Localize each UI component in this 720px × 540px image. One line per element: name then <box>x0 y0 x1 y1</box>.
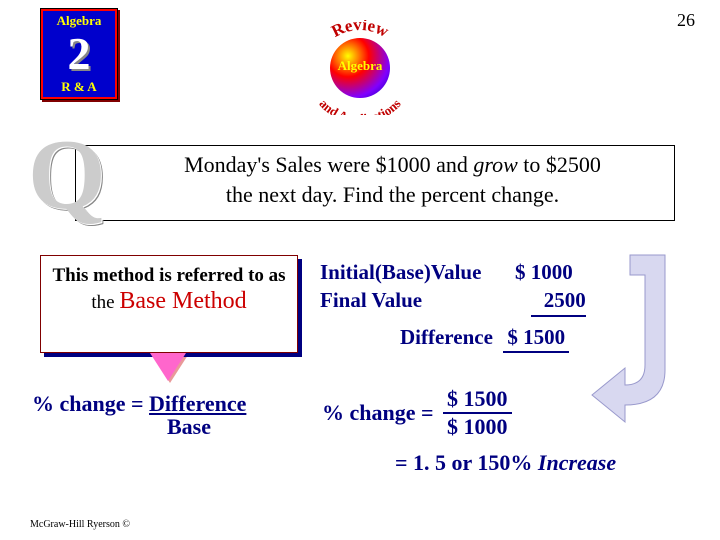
question-text: Monday's Sales were $1000 and grow to $2… <box>115 150 670 209</box>
svg-text:and Applications: and Applications <box>316 96 403 115</box>
method-line1: This method is referred to as <box>41 264 297 288</box>
diff-val: $ 1500 <box>503 323 569 353</box>
curved-arrow-icon <box>590 250 680 430</box>
bottom-arc-text: and Applications <box>316 96 403 115</box>
page-number: 26 <box>677 10 695 31</box>
formula-bot: Base <box>167 414 211 439</box>
q-line1b: to $2500 <box>518 152 601 177</box>
base-method-em: Base Method <box>119 288 246 314</box>
formula-right-frac: $ 1500 $ 1000 <box>443 386 512 440</box>
q-line1a: Monday's Sales were $1000 and <box>184 152 473 177</box>
formula-right-top: $ 1500 <box>443 386 512 414</box>
initial-label: Initial(Base)Value <box>320 258 515 286</box>
copyright: McGraw-Hill Ryerson © <box>30 519 130 530</box>
final-label: Final Value <box>320 286 515 316</box>
method-box: This method is referred to as the Base M… <box>40 255 298 353</box>
logo-big-2: 2 <box>68 33 91 74</box>
final-row: Final Value 2500 <box>320 286 595 316</box>
big-q-icon: Q <box>28 125 106 225</box>
result-increase: Increase <box>538 450 616 475</box>
formula-top: Difference <box>149 391 246 416</box>
method-line2: the Base Method <box>41 288 297 315</box>
review-applications-badge: Review and Applications Algebra <box>300 20 420 115</box>
formula-right-lhs: % change = <box>322 400 434 426</box>
diff-row: Difference $ 1500 <box>400 323 595 353</box>
initial-val: $ 1000 <box>515 258 595 286</box>
final-val: 2500 <box>515 286 595 316</box>
final-val-text: 2500 <box>531 286 586 316</box>
initial-row: Initial(Base)Value $ 1000 <box>320 258 595 286</box>
logo-footer: R & A <box>61 79 96 95</box>
result-eq: = 1. 5 or 150% <box>395 450 538 475</box>
review-center-label: Algebra <box>300 58 420 74</box>
arrow-down-icon <box>150 353 186 381</box>
q-line2: the next day. Find the percent change. <box>226 182 559 207</box>
formula-right-bot: $ 1000 <box>443 414 512 440</box>
formula-left: % change = Difference Base <box>32 392 246 438</box>
formula-lhs: % change = <box>32 391 149 416</box>
logo-inner: Algebra 2 R & A <box>43 11 115 97</box>
logo-title: Algebra <box>57 13 102 29</box>
algebra-logo: Algebra 2 R & A <box>40 8 118 100</box>
result-line: = 1. 5 or 150% Increase <box>395 450 616 476</box>
method-prefix: the <box>91 292 119 313</box>
diff-label: Difference <box>400 325 493 349</box>
formula-right: % change = $ 1500 $ 1000 <box>322 386 512 440</box>
q-grow: grow <box>473 152 517 177</box>
values-block: Initial(Base)Value $ 1000 Final Value 25… <box>320 258 595 353</box>
